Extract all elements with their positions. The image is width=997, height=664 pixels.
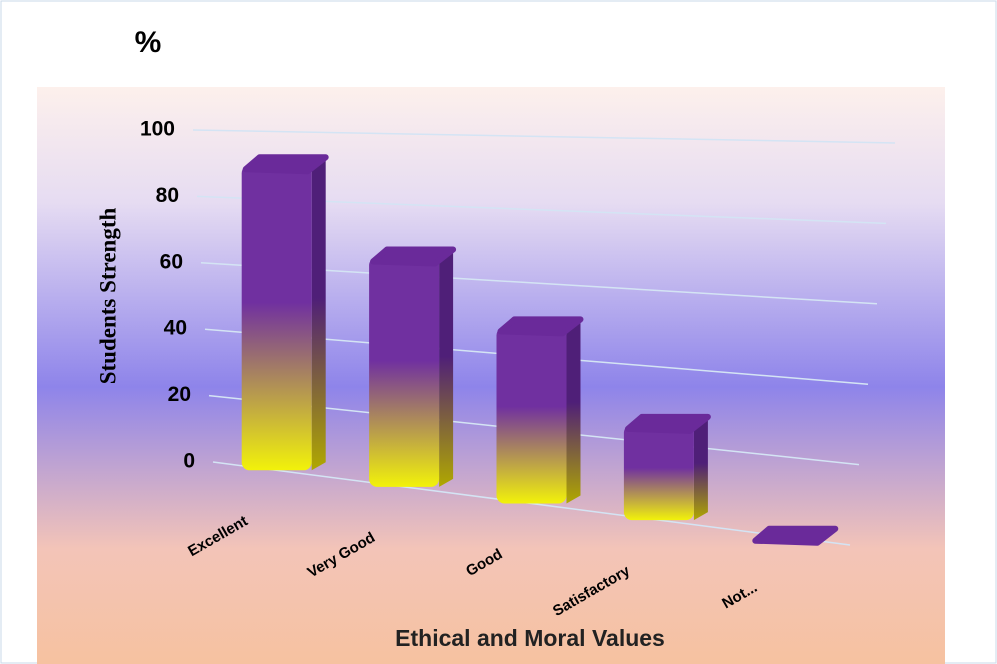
y-axis-title: Students Strength bbox=[95, 208, 120, 385]
bar-top bbox=[497, 316, 584, 337]
bar-side bbox=[693, 416, 708, 521]
y-tick-label: 20 bbox=[168, 383, 191, 406]
bar-top bbox=[370, 246, 457, 267]
y-tick-label: 80 bbox=[156, 184, 179, 207]
x-axis-title: Ethical and Moral Values bbox=[395, 625, 665, 651]
bar bbox=[496, 327, 567, 504]
grid-line bbox=[192, 129, 896, 144]
bar bbox=[241, 165, 312, 471]
y-tick-label: 100 bbox=[140, 118, 175, 141]
bar bbox=[369, 257, 440, 487]
plot-background bbox=[37, 87, 945, 664]
bar-side bbox=[566, 319, 581, 504]
y-tick-label: 60 bbox=[160, 250, 183, 273]
bar-top bbox=[752, 525, 839, 546]
bar-top bbox=[242, 154, 329, 175]
bar-top bbox=[624, 413, 711, 434]
y-tick-label: 40 bbox=[164, 317, 187, 340]
bar-side bbox=[311, 157, 326, 471]
bar-side bbox=[439, 249, 454, 487]
y-tick-label: 0 bbox=[183, 450, 195, 473]
unit-label: % bbox=[135, 26, 162, 59]
bar bbox=[623, 424, 694, 521]
